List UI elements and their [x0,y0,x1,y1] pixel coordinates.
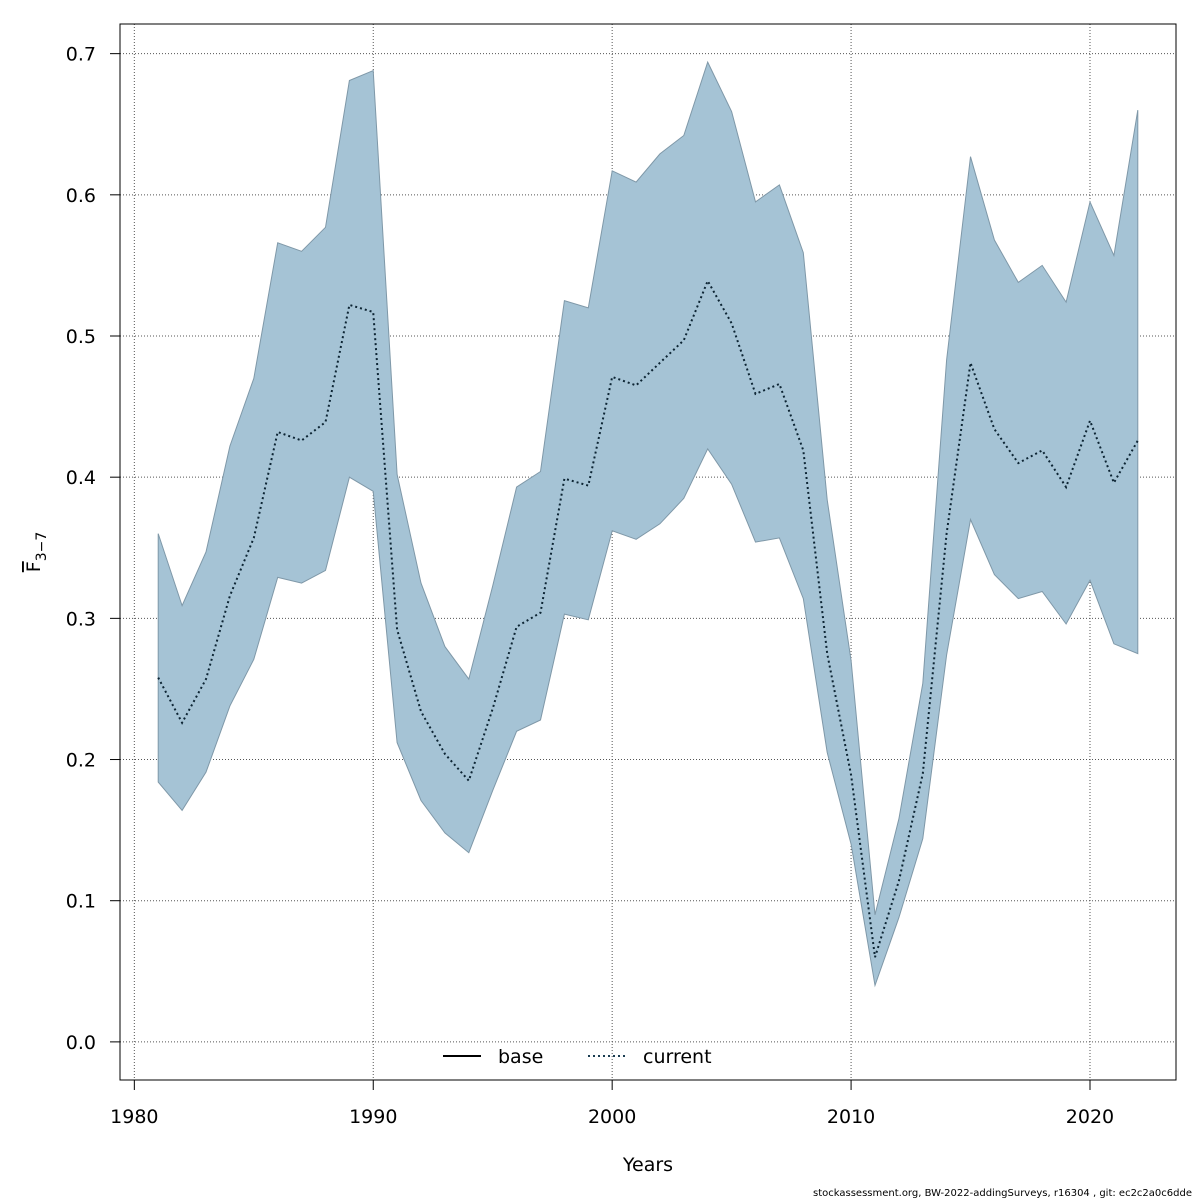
legend: base current [443,1046,712,1068]
x-tick-label: 2020 [1066,1106,1114,1128]
y-tick-label: 0.0 [66,1032,96,1054]
footer-note: stockassessment.org, BW-2022-addingSurve… [813,1188,1192,1199]
y-tick-label: 0.4 [66,467,96,489]
series-line-current [157,278,1139,958]
x-tick-label: 1990 [349,1106,397,1128]
axes: 1980 1990 2000 2010 2020 0.0 0.1 0.2 0.3 0.4 0.5 0.… [66,44,1114,1128]
svg-text:F3−7: F3−7 [23,532,50,572]
y-axis-title-subscript: 3−7 [34,532,50,562]
x-axis-title: Years [622,1154,673,1176]
series-line-layer [157,278,1139,958]
y-tick-label: 0.7 [66,44,96,66]
y-tick-label: 0.1 [66,891,96,913]
legend-label-base: base [498,1046,543,1068]
legend-label-current: current [643,1046,712,1068]
y-axis-title-main: F [23,561,45,572]
y-tick-label: 0.2 [66,750,96,772]
x-tick-label: 2010 [827,1106,875,1128]
y-axis-title: F3−7 [23,532,50,572]
y-tick-label: 0.6 [66,185,96,207]
confidence-band [157,60,1139,988]
confidence-band-layer [157,60,1139,988]
x-tick-label: 2000 [588,1106,636,1128]
x-tick-label: 1980 [110,1106,158,1128]
y-tick-label: 0.3 [66,608,96,630]
y-tick-label: 0.5 [66,326,96,348]
